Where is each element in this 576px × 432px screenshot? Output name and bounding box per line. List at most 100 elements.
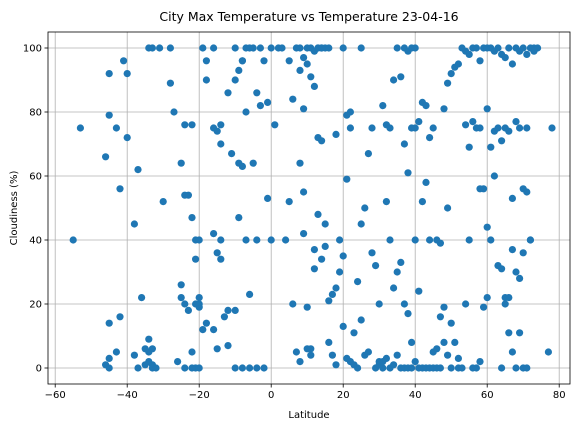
data-point [386,124,394,132]
data-point [465,50,473,59]
data-point [123,134,131,142]
data-point [278,44,286,52]
data-point [145,335,153,343]
data-point [397,73,405,81]
x-tick-label: 40 [409,390,422,401]
data-point [202,57,210,65]
data-point [130,351,138,359]
data-point [519,44,527,52]
data-point [325,297,333,305]
data-point [458,364,466,372]
data-point [260,364,268,372]
data-point [530,47,538,55]
data-point [256,44,264,52]
data-point [307,73,315,81]
data-point [188,214,196,222]
data-point [325,338,333,346]
y-tick-label: 100 [23,44,42,55]
data-point [516,274,524,282]
y-tick-label: 0 [36,364,42,375]
data-point [307,351,315,359]
data-point [483,105,491,113]
data-point [393,44,401,52]
data-point [242,108,250,116]
data-point [483,294,491,302]
data-point [249,44,257,52]
data-point [202,76,210,84]
data-point [300,188,308,196]
data-point [141,345,149,353]
data-point [519,249,527,257]
data-point [490,172,498,180]
data-point [256,102,264,110]
data-point [300,230,308,238]
data-point [357,220,365,228]
x-axis-label: Latitude [288,410,329,421]
data-point [386,236,394,244]
data-point [267,236,275,244]
data-point [303,60,311,68]
data-point [238,162,246,170]
data-point [523,124,531,132]
data-point [400,300,408,308]
y-tick-label: 20 [29,300,42,311]
data-point [69,236,77,244]
data-point [264,194,272,202]
data-point [192,255,200,263]
data-point [476,358,484,366]
data-point [188,364,196,372]
x-tick-label: 0 [268,390,274,401]
data-point [271,121,279,129]
data-point [508,348,516,356]
data-point [472,44,480,52]
data-point [454,60,462,68]
data-point [465,236,473,244]
data-point [112,348,120,356]
data-point [321,220,329,228]
data-point [296,358,304,366]
data-point [501,300,509,308]
data-point [440,105,448,113]
data-point [444,204,452,212]
data-point [235,214,243,222]
x-tick-label: 60 [481,390,494,401]
data-point [516,329,524,337]
data-point [177,159,185,167]
data-point [397,258,405,266]
data-point [426,236,434,244]
data-point [494,44,502,52]
data-point [148,44,156,52]
data-point [285,198,293,206]
data-point [249,159,257,167]
data-point [231,364,239,372]
data-point [390,284,398,292]
data-point [444,351,452,359]
data-point [372,262,380,270]
data-point [440,338,448,346]
data-point [480,303,488,311]
data-point [253,364,261,372]
data-point [159,198,167,206]
data-point [498,364,506,372]
data-point [487,143,495,151]
data-point [116,313,124,321]
data-point [188,121,196,129]
data-point [123,70,131,78]
data-point [292,348,300,356]
data-point [195,364,203,372]
data-point [181,300,189,308]
data-point [220,313,228,321]
data-point [217,255,225,263]
data-point [177,294,185,302]
data-point [354,364,362,372]
data-point [199,326,207,334]
data-point [260,57,268,65]
data-point [231,76,239,84]
data-point [156,44,164,52]
data-point [228,150,236,158]
data-point [303,345,311,353]
data-point [184,306,192,314]
x-tick-label: −40 [117,390,138,401]
data-point [285,57,293,65]
data-point [415,118,423,126]
